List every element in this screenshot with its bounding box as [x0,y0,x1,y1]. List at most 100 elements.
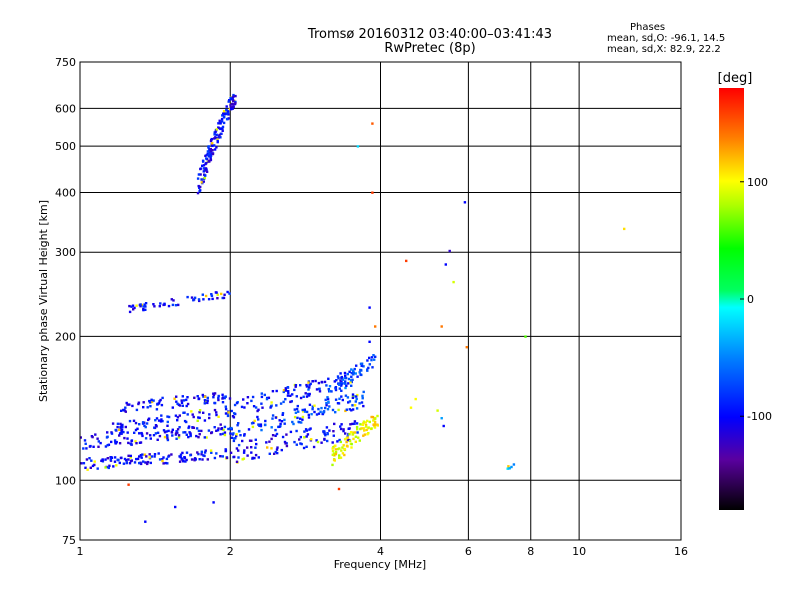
data-point [328,389,332,393]
data-point [215,413,218,417]
data-point [341,398,344,402]
x-tick-label: 4 [377,545,384,558]
data-point [203,419,207,422]
data-point [366,369,369,372]
data-point [217,126,220,130]
data-point [336,447,340,451]
data-point [316,440,320,444]
data-point [250,451,253,454]
data-point [186,295,189,299]
data-point [237,443,241,447]
data-point [155,417,159,420]
data-point [206,152,209,156]
data-point [334,448,337,451]
data-point [229,451,233,454]
data-point [198,458,201,461]
data-point [206,401,209,405]
data-point [205,157,208,160]
data-point [372,354,375,357]
data-point [185,404,188,408]
data-point [145,422,149,425]
data-point [305,429,309,432]
data-point [178,460,182,463]
data-point [223,115,226,119]
chart-subtitle: RwPretec (8p) [384,41,476,56]
data-point [112,465,115,468]
data-point [144,437,148,440]
data-point [116,422,120,425]
colorbar [719,88,744,510]
data-point [361,397,364,400]
data-point [211,152,215,156]
data-point [275,448,279,451]
data-point [343,448,346,451]
data-point [104,458,107,461]
data-point [167,455,170,458]
data-point [204,154,207,158]
data-point [135,457,138,461]
data-point [219,122,222,125]
data-point [216,297,219,300]
data-point [293,415,297,419]
data-point [206,399,209,402]
data-point [310,413,313,416]
data-point [153,455,156,458]
data-point [199,189,202,192]
data-point [372,423,375,426]
data-point [269,406,272,409]
data-point [340,395,343,398]
data-point [361,423,364,426]
data-point [167,429,170,433]
data-point [203,174,207,177]
data-point [217,427,220,430]
data-point [314,379,317,383]
data-point [254,438,257,441]
data-point [118,442,122,445]
data-point [303,430,306,433]
colorbar-tick-label: 0 [747,293,754,306]
y-tick-label: 300 [55,246,76,259]
data-point [118,461,121,465]
data-point [123,436,126,440]
data-point [157,402,161,405]
data-point [184,460,187,463]
data-point [362,434,365,437]
data-point [213,456,217,460]
data-point [93,463,96,467]
data-point [165,457,169,461]
data-point [228,292,231,295]
data-point [82,462,86,465]
data-point [274,450,277,454]
data-point [141,421,145,424]
data-point [113,439,117,442]
x-tick-label: 6 [465,545,472,558]
data-point [187,425,191,428]
y-tick-label: 200 [55,330,76,343]
data-point [240,405,244,409]
data-point [323,438,326,441]
data-point [276,446,279,449]
data-point [436,409,439,412]
data-point [257,423,260,426]
data-point [345,384,348,387]
data-point [374,417,377,420]
data-point [119,456,123,460]
data-point [129,454,132,458]
data-point [211,149,214,152]
data-point [139,305,142,308]
data-point [463,201,467,204]
data-point [127,483,130,486]
data-point [225,105,228,108]
data-point [216,138,219,141]
data-point [202,454,205,457]
data-point [230,436,234,439]
data-point [368,306,371,309]
data-point [325,404,328,407]
data-point [271,434,275,437]
data-point [370,427,373,430]
data-point [256,415,259,419]
data-point [182,411,185,414]
y-axis-label: Stationary phase Virtual Height [km] [37,200,50,402]
data-point [299,442,302,445]
